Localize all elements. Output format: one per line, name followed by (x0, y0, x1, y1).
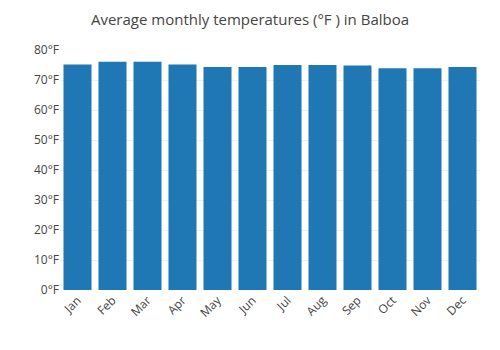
svg-text:Sep: Sep (338, 292, 365, 319)
svg-text:Jun: Jun (234, 292, 259, 317)
svg-text:40°F: 40°F (34, 161, 59, 178)
svg-text:Jan: Jan (60, 292, 85, 317)
svg-text:May: May (196, 291, 225, 320)
svg-text:Nov: Nov (407, 292, 435, 320)
svg-text:20°F: 20°F (34, 221, 59, 238)
svg-text:Apr: Apr (164, 292, 190, 318)
svg-text:10°F: 10°F (34, 251, 59, 268)
svg-text:50°F: 50°F (34, 131, 59, 148)
svg-text:Jul: Jul (272, 292, 294, 314)
svg-text:Mar: Mar (127, 292, 155, 320)
svg-text:Average monthly temperatures (: Average monthly temperatures (°F ) in Ba… (91, 9, 409, 29)
svg-text:Aug: Aug (302, 292, 330, 320)
svg-text:60°F: 60°F (34, 101, 59, 118)
svg-text:Feb: Feb (93, 292, 119, 318)
svg-text:Dec: Dec (443, 292, 470, 319)
svg-text:80°F: 80°F (34, 41, 59, 58)
svg-text:70°F: 70°F (34, 71, 59, 88)
svg-text:0°F: 0°F (41, 281, 59, 298)
svg-text:30°F: 30°F (34, 191, 59, 208)
svg-text:Oct: Oct (374, 292, 400, 318)
